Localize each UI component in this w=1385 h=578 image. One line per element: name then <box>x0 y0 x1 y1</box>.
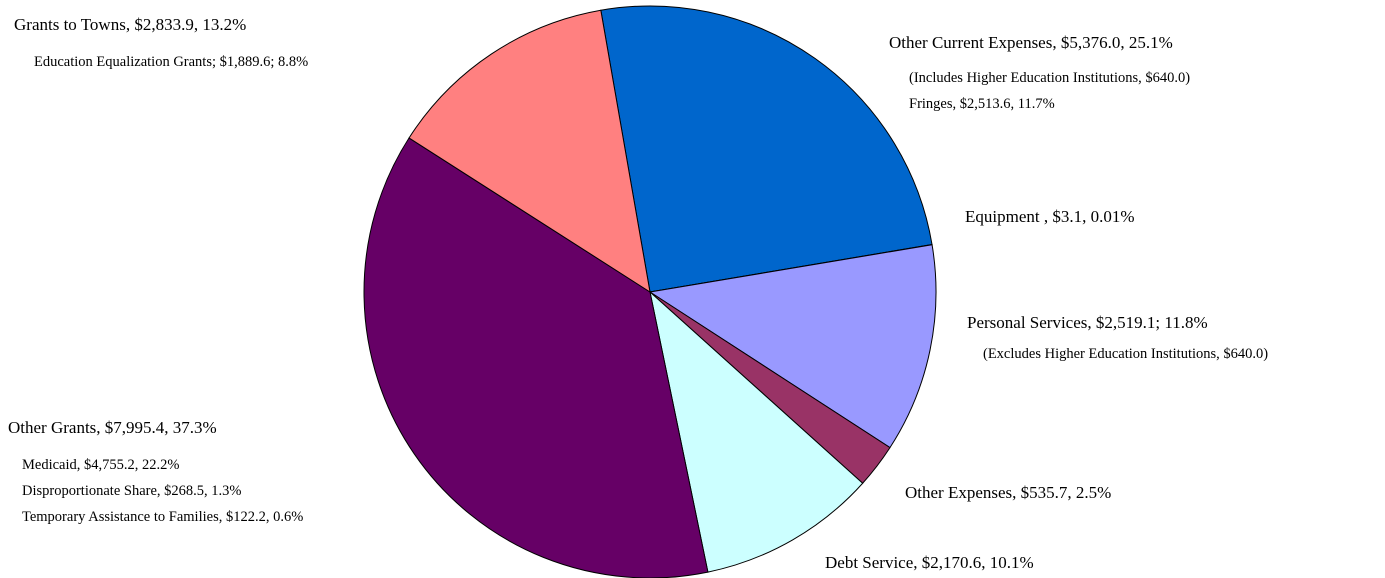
slice-label: Equipment , $3.1, 0.01% <box>965 207 1135 226</box>
annotation: (Excludes Higher Education Institutions,… <box>983 346 1268 362</box>
pie-slice <box>648 244 937 449</box>
slice-label: Other Expenses, $535.7, 2.5% <box>905 483 1111 502</box>
slice-label: Other Current Expenses, $5,376.0, 25.1% <box>889 33 1173 52</box>
slice-label: Other Grants, $7,995.4, 37.3% <box>8 418 217 437</box>
pie-slice <box>363 137 709 578</box>
slice-label: Debt Service, $2,170.6, 10.1% <box>825 553 1034 572</box>
slice-label: Personal Services, $2,519.1; 11.8% <box>967 313 1208 332</box>
annotation: (Includes Higher Education Institutions,… <box>909 70 1190 86</box>
pie-slice <box>600 5 933 293</box>
annotation: Education Equalization Grants; $1,889.6;… <box>34 54 308 70</box>
annotation: Disproportionate Share, $268.5, 1.3% <box>22 483 241 499</box>
slice-label: Grants to Towns, $2,833.9, 13.2% <box>14 15 246 34</box>
annotation: Temporary Assistance to Families, $122.2… <box>22 509 303 525</box>
pie-slice <box>649 290 864 573</box>
annotation: Medicaid, $4,755.2, 22.2% <box>22 457 179 473</box>
annotation: Fringes, $2,513.6, 11.7% <box>909 96 1055 112</box>
pie-slice <box>408 9 651 294</box>
